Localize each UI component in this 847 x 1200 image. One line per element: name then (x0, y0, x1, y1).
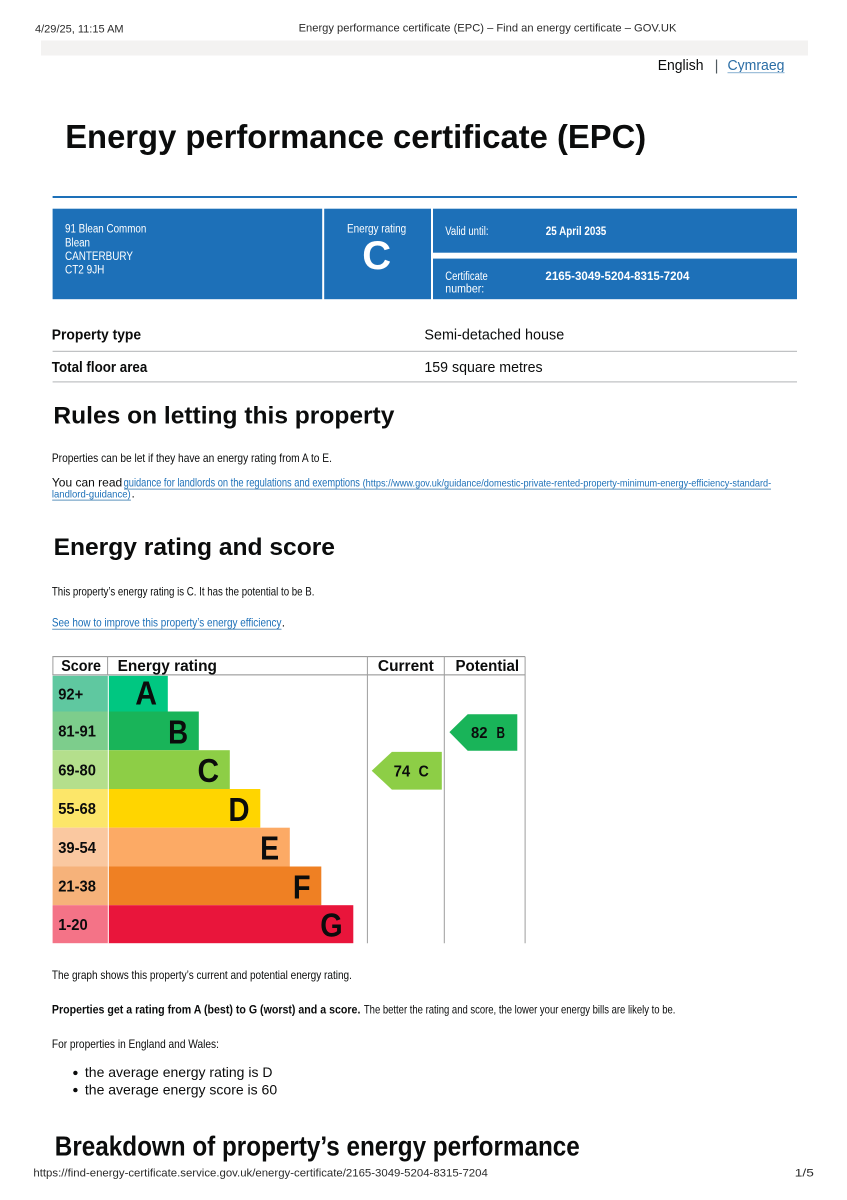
svg-text:|: | (715, 59, 719, 75)
svg-text:the average energy rating is D: the average energy rating is D (85, 1064, 273, 1080)
svg-text:the average energy score is 60: the average energy score is 60 (85, 1081, 277, 1097)
svg-text:Energy rating: Energy rating (347, 224, 406, 236)
svg-text:Energy rating: Energy rating (118, 658, 217, 675)
svg-text:21-38: 21-38 (58, 879, 96, 896)
svg-text:1-20: 1-20 (58, 917, 88, 934)
svg-text:Valid until:: Valid until: (445, 226, 488, 238)
svg-text:The graph shows this property’: The graph shows this property’s current … (52, 968, 352, 982)
svg-text:See how to improve this proper: See how to improve this property’s energ… (52, 615, 282, 629)
svg-text:F: F (293, 868, 311, 905)
svg-text:159 square metres: 159 square metres (424, 360, 542, 376)
svg-text:Total floor area: Total floor area (52, 360, 148, 376)
svg-text:Potential: Potential (456, 658, 520, 675)
svg-text:landlord-guidance): landlord-guidance) (52, 490, 131, 501)
svg-text:.: . (282, 615, 285, 629)
svg-text:E: E (260, 830, 279, 867)
svg-text:2165-3049-5204-8315-7204: 2165-3049-5204-8315-7204 (545, 271, 690, 283)
svg-text:Properties can be let if they: Properties can be let if they have an en… (52, 451, 332, 465)
svg-text:D: D (228, 791, 249, 828)
svg-text:39-54: 39-54 (58, 840, 96, 857)
svg-text:Score: Score (61, 658, 101, 675)
svg-text:Certificate: Certificate (445, 271, 487, 283)
svg-text:CANTERBURY: CANTERBURY (65, 251, 133, 263)
svg-text:You can read: You can read (52, 476, 122, 490)
svg-text:92+: 92+ (58, 686, 83, 703)
svg-text:Energy performance certificate: Energy performance certificate (EPC) (65, 118, 646, 155)
svg-text:The better the rating and scor: The better the rating and score, the low… (364, 1003, 676, 1017)
svg-text:69-80: 69-80 (58, 762, 96, 779)
svg-text:81-91: 81-91 (58, 724, 96, 741)
svg-text:C: C (419, 764, 430, 781)
svg-text:4/29/25, 11:15 AM: 4/29/25, 11:15 AM (35, 23, 124, 35)
svg-text:B: B (497, 725, 506, 742)
svg-text:Properties get a rating from A: Properties get a rating from A (best) to… (52, 1003, 361, 1017)
svg-text:Rules on letting this property: Rules on letting this property (53, 402, 394, 429)
svg-text:For properties in England and: For properties in England and Wales: (52, 1037, 219, 1051)
svg-text:Property type: Property type (52, 328, 141, 344)
svg-text:1/5: 1/5 (795, 1167, 814, 1179)
svg-text:C: C (362, 234, 391, 278)
svg-text:Cymraeg: Cymraeg (728, 58, 785, 74)
svg-text:55-68: 55-68 (58, 801, 96, 818)
svg-text:Semi-detached house: Semi-detached house (424, 328, 564, 344)
svg-text:CT2 9JH: CT2 9JH (65, 265, 104, 277)
svg-text:(https://www.gov.uk/guidance/d: (https://www.gov.uk/guidance/domestic-pr… (363, 479, 772, 490)
svg-text:A: A (135, 675, 157, 712)
svg-text:guidance for landlords on the: guidance for landlords on the regulation… (124, 476, 360, 490)
svg-text:.: . (132, 487, 135, 501)
svg-text:G: G (320, 906, 342, 943)
svg-text:74: 74 (394, 764, 411, 781)
svg-text:Current: Current (378, 658, 435, 675)
svg-text:https://find-energy-certificat: https://find-energy-certificate.service.… (33, 1167, 487, 1179)
svg-text:91 Blean Common: 91 Blean Common (65, 224, 146, 236)
svg-text:Blean: Blean (65, 237, 90, 249)
svg-text:82: 82 (471, 725, 488, 742)
svg-text:number:: number: (445, 283, 484, 295)
svg-text:This property’s energy rating: This property’s energy rating is C. It h… (52, 584, 315, 598)
svg-text:B: B (168, 713, 188, 750)
svg-text:English: English (658, 58, 704, 74)
svg-text:Energy rating and score: Energy rating and score (54, 534, 335, 561)
svg-text:25 April 2035: 25 April 2035 (546, 226, 607, 238)
svg-text:Energy performance certificate: Energy performance certificate (EPC) – F… (299, 23, 677, 35)
svg-text:C: C (198, 752, 220, 789)
svg-text:Breakdown of property’s energy: Breakdown of property’s energy performan… (55, 1130, 580, 1161)
